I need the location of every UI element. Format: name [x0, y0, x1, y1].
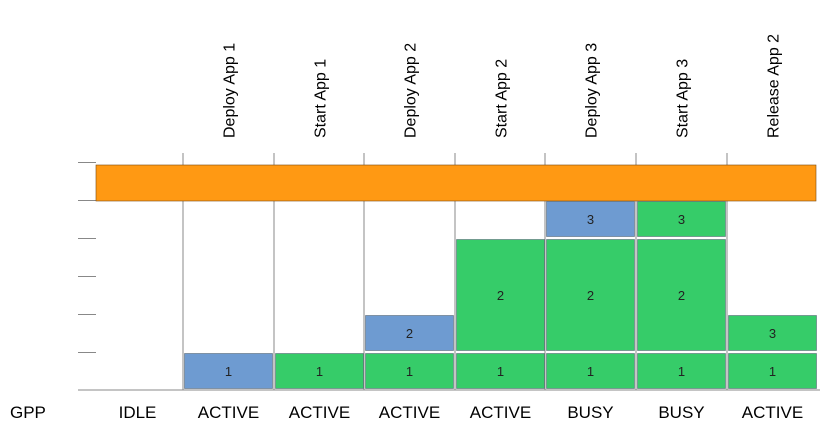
- state-label: BUSY: [567, 403, 613, 422]
- app-box-label: 2: [678, 288, 685, 303]
- app-box-1: [546, 353, 635, 389]
- step-label: Deploy App 3: [584, 43, 601, 138]
- app-box-1: [456, 353, 545, 389]
- app-box-label: 2: [406, 326, 413, 341]
- app-box-label: 1: [587, 364, 594, 379]
- state-label: ACTIVE: [198, 403, 259, 422]
- box-layer: 1 1 1 2 1 2 1 2 3 1 2 3 1 3: [184, 201, 817, 389]
- app-box-1: [728, 353, 817, 389]
- app-box-label: 3: [587, 212, 594, 227]
- label-layer: IDLE Deploy App 1 ACTIVE Start App 1 ACTIVE D…: [119, 34, 804, 422]
- app-box-2: [365, 315, 454, 351]
- app-box-label: 3: [678, 212, 685, 227]
- step-label: Deploy App 1: [222, 43, 239, 138]
- step-label: Start App 3: [675, 59, 692, 138]
- app-box-label: 1: [406, 364, 413, 379]
- app-box-3: [546, 201, 635, 237]
- state-label: ACTIVE: [379, 403, 440, 422]
- app-box-label: 1: [497, 364, 504, 379]
- app-box-3: [637, 201, 726, 237]
- app-box-label: 2: [497, 288, 504, 303]
- state-label: BUSY: [658, 403, 704, 422]
- state-label: IDLE: [119, 403, 157, 422]
- app-box-1: [275, 353, 364, 389]
- app-box-label: 1: [225, 364, 232, 379]
- step-label: Start App 1: [313, 59, 330, 138]
- app-box-1: [184, 353, 273, 389]
- step-label: Deploy App 2: [403, 43, 420, 138]
- app-box-label: 2: [587, 288, 594, 303]
- app-box-label: 1: [769, 364, 776, 379]
- app-box-2: [637, 239, 726, 351]
- state-label: ACTIVE: [742, 403, 803, 422]
- step-label: Start App 2: [494, 59, 511, 138]
- step-label: Release App 2: [766, 34, 783, 138]
- app-box-3: [728, 315, 817, 351]
- app-box-label: 1: [316, 364, 323, 379]
- app-box-2: [546, 239, 635, 351]
- app-box-2: [456, 239, 545, 351]
- state-label: ACTIVE: [470, 403, 531, 422]
- state-label: ACTIVE: [289, 403, 350, 422]
- app-box-1: [637, 353, 726, 389]
- row-label: GPP: [10, 403, 46, 422]
- capacity-bar: [95, 164, 817, 202]
- app-box-1: [365, 353, 454, 389]
- app-box-label: 1: [678, 364, 685, 379]
- app-box-label: 3: [769, 326, 776, 341]
